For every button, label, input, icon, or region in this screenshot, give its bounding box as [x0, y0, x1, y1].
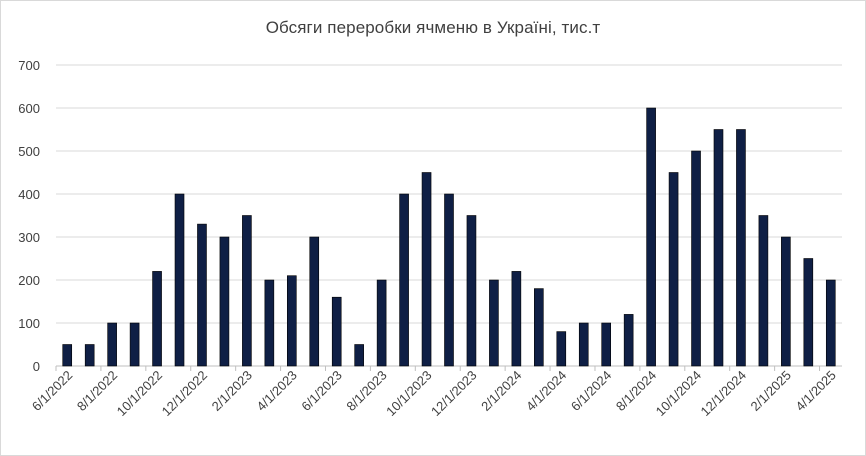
bar-12/1/2022 [197, 223, 207, 367]
chart-title: Обсяги переробки ячменю в Україні, тис.т [265, 18, 601, 37]
bar-9/1/2024 [668, 172, 679, 367]
bar-9/1/2022 [129, 322, 140, 367]
x-tick-label: 6/1/2024 [568, 368, 614, 414]
x-tick-label: 10/1/2022 [114, 368, 166, 420]
bar-10/1/2024 [691, 150, 701, 367]
y-tick-label: 500 [18, 144, 40, 159]
bar-4/1/2025 [825, 279, 836, 367]
y-tick-label: 300 [18, 230, 40, 245]
bar-6/1/2022 [62, 344, 73, 367]
bar-1/1/2024 [489, 279, 499, 367]
x-tick-label: 8/1/2024 [613, 368, 659, 414]
x-tick-label: 12/1/2022 [159, 368, 211, 420]
bar-8/1/2022 [107, 322, 117, 367]
bar-2/1/2023 [242, 215, 252, 367]
x-tick-label: 4/1/2023 [254, 368, 300, 414]
x-tick-label: 10/1/2023 [383, 368, 435, 420]
y-tick-label: 0 [33, 359, 40, 374]
bar-2/1/2025 [781, 236, 791, 367]
bar-3/1/2025 [803, 258, 814, 367]
x-tick-label: 12/1/2024 [698, 368, 750, 420]
bar-1/1/2025 [758, 215, 769, 367]
x-tick-label: 2/1/2023 [209, 368, 255, 414]
y-tick-label: 200 [18, 273, 40, 288]
x-tick-label: 10/1/2024 [653, 368, 705, 420]
x-tick-label: 8/1/2023 [343, 368, 389, 414]
bar-3/1/2024 [534, 288, 544, 367]
x-tick-label: 2/1/2025 [748, 368, 794, 414]
bar-10/1/2023 [421, 172, 432, 367]
bar-11/1/2022 [174, 193, 185, 367]
y-tick-label: 600 [18, 101, 40, 116]
bar-9/1/2023 [399, 193, 409, 367]
x-tick-label: 8/1/2022 [74, 368, 120, 414]
bar-11/1/2024 [713, 129, 724, 367]
bar-8/1/2023 [376, 279, 387, 367]
bar-7/1/2024 [623, 314, 634, 367]
bar-3/1/2023 [264, 279, 275, 367]
bar-7/1/2022 [84, 344, 95, 367]
bar-2/1/2024 [511, 271, 522, 367]
x-tick-label: 2/1/2024 [478, 368, 524, 414]
bar-11/1/2023 [444, 193, 454, 367]
bar-10/1/2022 [152, 271, 162, 367]
bar-5/1/2024 [578, 322, 589, 367]
bar-4/1/2023 [286, 275, 297, 367]
bar-4/1/2024 [556, 331, 567, 367]
bar-12/1/2024 [736, 129, 746, 367]
bar-6/1/2023 [331, 296, 342, 367]
bar-12/1/2023 [466, 215, 477, 367]
y-tick-label: 400 [18, 187, 40, 202]
x-tick-label: 12/1/2023 [428, 368, 480, 420]
bar-5/1/2023 [309, 236, 320, 367]
x-tick-label: 4/1/2025 [792, 368, 838, 414]
x-tick-label: 6/1/2022 [29, 368, 75, 414]
bar-8/1/2024 [646, 107, 656, 367]
y-tick-label: 700 [18, 58, 40, 73]
bar-6/1/2024 [601, 322, 612, 367]
x-tick-label: 4/1/2024 [523, 368, 569, 414]
bar-1/1/2023 [219, 236, 230, 367]
y-tick-label: 100 [18, 316, 40, 331]
bar-7/1/2023 [354, 344, 364, 367]
x-tick-label: 6/1/2023 [298, 368, 344, 414]
